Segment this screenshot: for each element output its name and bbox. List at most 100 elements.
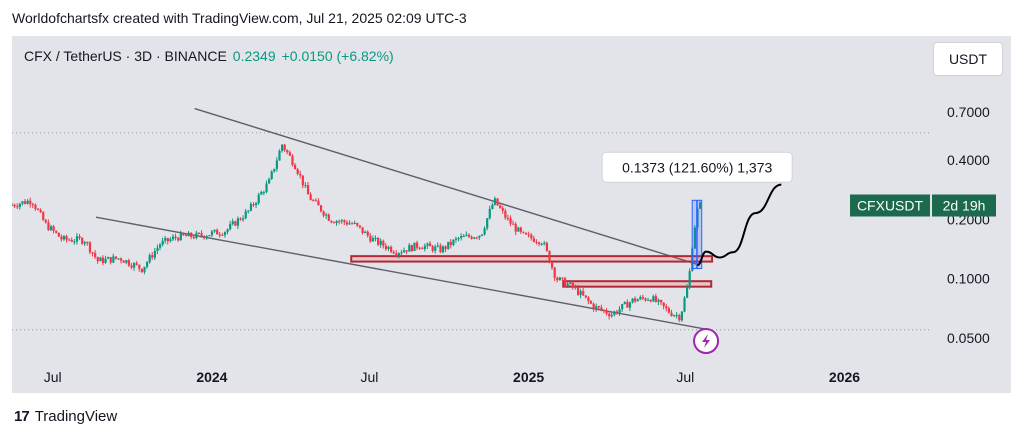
candle-body [478,235,481,238]
candle-body [519,227,523,232]
candle-body [273,168,276,172]
candle-body [221,234,224,236]
candle-body [571,282,574,288]
candle-body [356,222,359,226]
candle-body [133,263,136,268]
candle-body [177,237,180,241]
candle-body [361,227,364,234]
candle-body [660,299,663,303]
x-tick-label: Jul [676,369,694,385]
candle-body [75,236,79,242]
candle-body [390,246,393,253]
candle-body [662,302,665,307]
candle-body [239,218,242,220]
candle-body [631,298,634,303]
candle-body [423,245,426,249]
candle-body [101,257,105,263]
support-zone [562,280,713,288]
candle-body [639,296,642,300]
candle-body [208,235,211,237]
candle-body [543,242,546,244]
candle-body [403,250,406,253]
candle-body [345,222,349,225]
y-tick-label: 0.0500 [947,330,990,346]
candle-body [434,246,437,251]
candle-body [158,244,162,248]
candle-body [608,313,611,317]
candle-body [229,224,232,230]
candle-body [532,238,536,242]
chart-panel[interactable]: CFX / TetherUS · 3D · BINANCE 0.2349 +0.01… [12,36,1011,393]
candle-body [135,263,138,265]
candle-body [551,262,554,268]
currency-button[interactable]: USDT [933,42,1003,76]
candle-body [338,221,341,223]
candle-body [161,240,164,245]
candle-body [654,296,658,302]
candle-body [317,200,320,206]
candle-body [13,204,16,207]
candle-body [203,235,206,239]
candle-body [374,237,377,239]
candle-body [470,236,473,239]
candle-body [621,304,624,310]
candle-body [83,242,86,244]
candle-body [99,257,102,262]
x-tick-label: Jul [360,369,378,385]
x-tick-label: 2026 [829,369,860,385]
candle-body [364,231,367,234]
candle-body [353,222,356,224]
candle-body [680,311,684,321]
candle-body [283,144,286,151]
candle-body [491,204,494,209]
symbol-legend: CFX / TetherUS · 3D · BINANCE 0.2349 +0.01… [24,48,394,64]
lightning-glyph [702,334,711,348]
candle-body [462,236,465,238]
candle-body [301,175,304,186]
candle-body [366,231,369,236]
candle-body [475,237,478,239]
candle-body [247,210,250,212]
tradingview-logo-icon[interactable]: 17 [14,408,30,425]
candle-body [379,240,382,245]
candle-body [457,237,460,239]
candle-body [231,221,234,225]
candle-body [563,278,567,287]
candle-body [192,236,195,239]
candle-body [447,241,450,249]
y-tick-label: 0.1000 [947,271,990,287]
candle-body [138,264,141,269]
candle-body [156,247,159,252]
candle-body [566,283,569,287]
candle-body [623,301,626,305]
footer-brand[interactable]: TradingView [34,408,118,425]
candle-body [179,232,182,241]
candle-body [200,233,203,236]
candle-body [70,240,73,242]
candle-body [615,311,619,314]
candle-body [413,242,416,251]
candle-body [174,236,177,238]
candle-body [270,171,273,180]
candle-body [618,309,621,314]
candle-body [348,223,351,225]
candle-body [351,223,354,225]
candle-body [486,218,489,229]
candle-body [218,234,221,236]
candle-body [556,277,559,281]
candle-body [57,232,60,237]
candle-body [12,204,14,206]
candle-body [68,239,71,241]
candle-body [140,268,144,273]
candle-body [94,252,97,258]
candle-body [107,257,110,259]
candle-body [104,258,107,263]
candle-body [21,201,24,204]
candle-body [452,239,455,245]
candle-body [205,236,208,239]
candle-body [408,245,411,252]
candle-body [431,246,434,251]
candle-body [112,256,115,263]
candle-body [268,179,271,184]
